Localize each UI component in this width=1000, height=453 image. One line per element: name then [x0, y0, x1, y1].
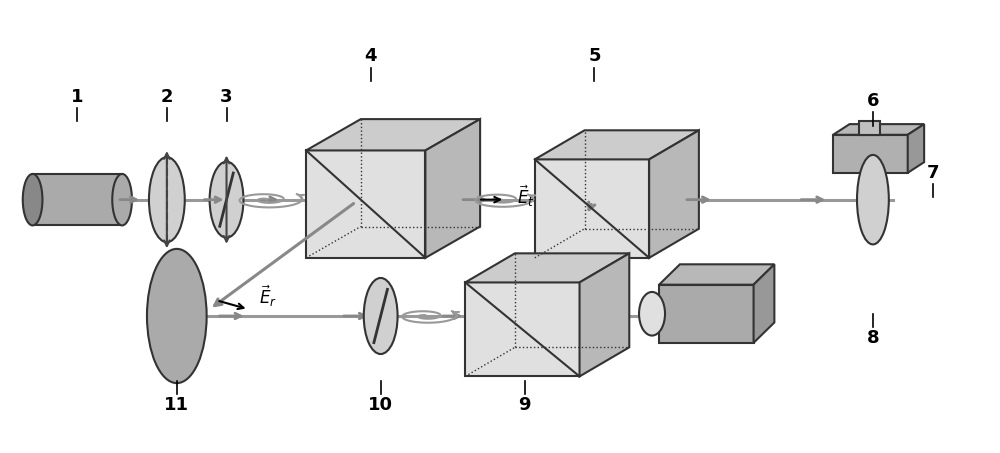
Polygon shape	[754, 264, 774, 343]
Polygon shape	[908, 124, 924, 173]
Polygon shape	[465, 282, 580, 376]
Ellipse shape	[857, 155, 889, 245]
Text: 8: 8	[867, 329, 879, 347]
Text: 5: 5	[588, 48, 601, 66]
Text: 6: 6	[867, 92, 879, 110]
Polygon shape	[425, 119, 480, 258]
Ellipse shape	[23, 174, 42, 226]
Text: 2: 2	[161, 88, 173, 106]
Text: 10: 10	[368, 396, 393, 414]
Ellipse shape	[364, 278, 398, 354]
Ellipse shape	[210, 162, 243, 238]
Polygon shape	[833, 135, 908, 173]
Polygon shape	[535, 130, 699, 159]
Polygon shape	[649, 130, 699, 258]
Text: $\vec{E}_t$: $\vec{E}_t$	[517, 183, 535, 209]
Polygon shape	[859, 121, 880, 135]
Polygon shape	[306, 119, 480, 150]
Text: 7: 7	[926, 164, 939, 182]
Polygon shape	[659, 264, 774, 284]
Text: 3: 3	[220, 88, 233, 106]
Text: 4: 4	[364, 48, 377, 66]
Text: 1: 1	[71, 88, 84, 106]
Text: 9: 9	[519, 396, 531, 414]
Polygon shape	[33, 174, 122, 226]
Polygon shape	[535, 159, 649, 258]
Polygon shape	[659, 284, 754, 343]
Polygon shape	[306, 150, 425, 258]
Text: $\vec{E}_r$: $\vec{E}_r$	[259, 283, 277, 308]
Ellipse shape	[147, 249, 207, 383]
Polygon shape	[580, 253, 629, 376]
Text: 11: 11	[164, 396, 189, 414]
Polygon shape	[465, 253, 629, 282]
Polygon shape	[833, 124, 924, 135]
Ellipse shape	[112, 174, 132, 226]
Ellipse shape	[639, 292, 665, 336]
Ellipse shape	[149, 157, 185, 242]
